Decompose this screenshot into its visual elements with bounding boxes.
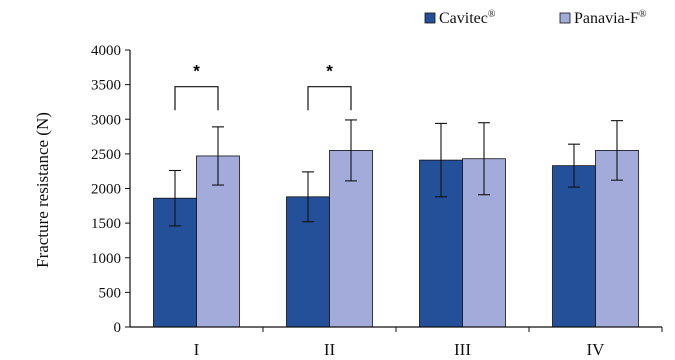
y-tick-label: 3000 [91,112,121,128]
significance-star: * [326,62,333,81]
legend-swatch-cavitec [424,12,436,24]
axes [129,50,663,332]
y-tick-label: 0 [114,320,122,336]
x-tick-label: II [324,340,336,359]
legend-label-panavia: Panavia-F® [574,9,647,27]
legend: Cavitec® Panavia-F® [424,9,647,27]
legend-series-name: Panavia-F [574,10,639,27]
legend-series-name: Cavitec [439,10,488,27]
significance-bracket [307,86,352,111]
significance-group: * * [174,62,352,111]
legend-registered-mark: ® [488,9,496,20]
error-bar-group [169,119,623,227]
y-tick-label: 500 [99,285,122,301]
y-tick-label: 3500 [91,78,121,94]
bar-cavitec [552,165,596,328]
x-tick-label: I [194,340,200,359]
y-tick-label: 4000 [91,43,121,59]
x-axis: I II III IV [194,340,606,359]
legend-label-cavitec: Cavitec® [439,9,496,27]
bar-group [153,150,639,328]
legend-registered-mark: ® [639,9,647,20]
x-tick-label: IV [587,340,606,359]
significance-bracket [174,86,219,111]
significance-star: * [193,62,200,81]
y-tick-label: 2000 [91,182,121,198]
x-tick-label: III [454,340,471,359]
y-tick-label: 1000 [91,251,121,267]
legend-swatch-panavia [559,12,571,24]
y-tick-label: 1500 [91,216,121,232]
y-axis: 0 500 1000 1500 2000 2500 3000 3500 4000 [91,43,130,336]
y-axis-label: Fracture resistance (N) [33,112,52,268]
y-tick-label: 2500 [91,147,121,163]
